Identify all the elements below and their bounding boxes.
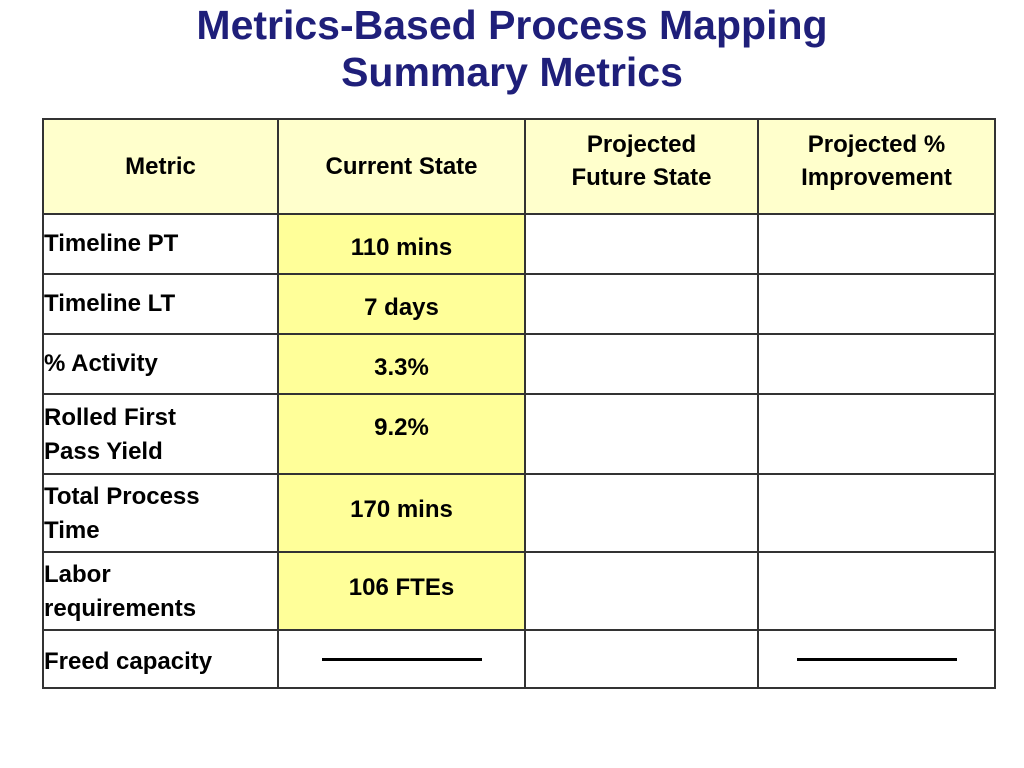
current-state-cell-na: [277, 629, 526, 689]
future-state-cell: [524, 213, 759, 275]
current-state-value: 170 mins: [350, 496, 453, 523]
table-row-labor-requirements: Labor requirements 106 FTEs: [42, 551, 996, 631]
summary-metrics-table: Metric Current State Projected Future St…: [42, 118, 996, 689]
header-row: Metric Current State Projected Future St…: [42, 118, 996, 215]
header-future-line1: Projected: [586, 130, 697, 158]
metric-cell: Rolled First Pass Yield: [42, 393, 279, 475]
future-state-cell: [524, 273, 759, 335]
metric-label-line2: Pass Yield: [44, 438, 163, 465]
not-applicable-dash: [321, 658, 482, 662]
table-row-timeline-pt: Timeline PT 110 mins: [42, 213, 996, 275]
improvement-cell: [757, 393, 996, 475]
metric-label: Timeline LT: [44, 290, 176, 317]
header-current-state-label: Current State: [325, 153, 478, 180]
metric-cell: Labor requirements: [42, 551, 279, 631]
metric-label-line2: Time: [44, 517, 100, 544]
metric-cell: Total Process Time: [42, 473, 279, 553]
slide-title-line2: Summary Metrics: [341, 49, 683, 95]
metric-label-line2: requirements: [44, 595, 197, 622]
current-state-cell: 7 days: [277, 273, 526, 335]
metric-cell: Freed capacity: [42, 629, 279, 689]
metric-label: Freed capacity: [44, 648, 213, 675]
metric-label-line1: Rolled First: [44, 404, 177, 431]
improvement-cell: [757, 273, 996, 335]
current-state-value: 3.3%: [374, 354, 429, 381]
metric-label: Timeline PT: [44, 230, 179, 257]
future-state-cell: [524, 333, 759, 395]
not-applicable-dash: [796, 658, 957, 662]
improvement-cell: [757, 333, 996, 395]
metric-label-line1: Total Process: [44, 483, 200, 510]
header-projected-future-state: Projected Future State: [524, 118, 759, 215]
table-row-timeline-lt: Timeline LT 7 days: [42, 273, 996, 335]
table-row-rolled-first-pass-yield: Rolled First Pass Yield 9.2%: [42, 393, 996, 475]
improvement-cell: [757, 473, 996, 553]
slide-title: Metrics-Based Process Mapping Summary Me…: [0, 2, 1024, 96]
future-state-cell: [524, 629, 759, 689]
header-current-state: Current State: [277, 118, 526, 215]
table-row-total-process-time: Total Process Time 170 mins: [42, 473, 996, 553]
current-state-cell: 170 mins: [277, 473, 526, 553]
metric-cell: % Activity: [42, 333, 279, 395]
current-state-cell: 106 FTEs: [277, 551, 526, 631]
table-row-freed-capacity: Freed capacity: [42, 629, 996, 689]
table-row-activity: % Activity 3.3%: [42, 333, 996, 395]
improvement-cell: [757, 551, 996, 631]
slide-title-line1: Metrics-Based Process Mapping: [196, 2, 828, 48]
header-projected-improvement: Projected % Improvement: [757, 118, 996, 215]
improvement-cell-na: [757, 629, 996, 689]
improvement-cell: [757, 213, 996, 275]
header-future-line2: Future State: [571, 163, 712, 191]
future-state-cell: [524, 551, 759, 631]
header-metric: Metric: [42, 118, 279, 215]
current-state-cell: 9.2%: [277, 393, 526, 475]
header-improvement-line1: Projected %: [807, 130, 946, 158]
metric-label: % Activity: [44, 350, 158, 377]
header-improvement-line2: Improvement: [801, 163, 952, 191]
current-state-cell: 110 mins: [277, 213, 526, 275]
metric-label-line1: Labor: [44, 561, 111, 588]
current-state-value: 110 mins: [350, 234, 453, 261]
metric-cell: Timeline LT: [42, 273, 279, 335]
metric-cell: Timeline PT: [42, 213, 279, 275]
header-metric-label: Metric: [125, 153, 196, 180]
current-state-value: 9.2%: [374, 414, 429, 441]
current-state-value: 106 FTEs: [348, 574, 455, 601]
current-state-value: 7 days: [364, 294, 439, 321]
current-state-cell: 3.3%: [277, 333, 526, 395]
future-state-cell: [524, 393, 759, 475]
future-state-cell: [524, 473, 759, 553]
